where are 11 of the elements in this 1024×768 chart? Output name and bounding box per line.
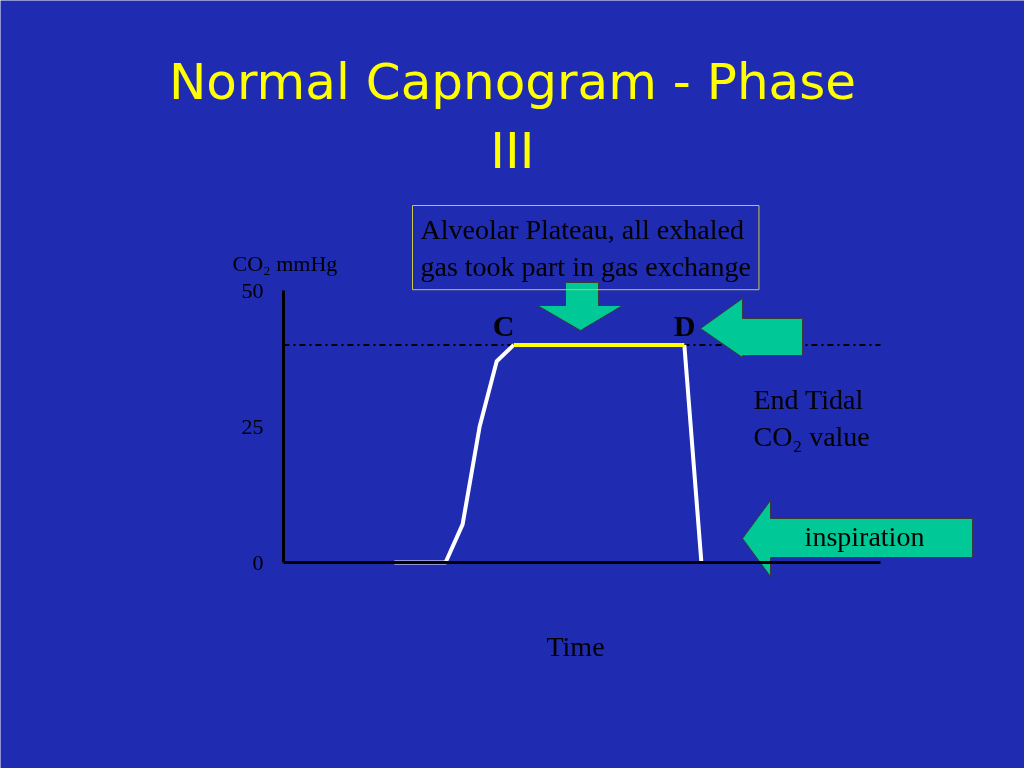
- annotation: C: [492, 308, 515, 342]
- chart-title: Normal Capnogram - Phase III: [168, 52, 857, 181]
- annotation: inspiration: [804, 521, 925, 552]
- annotation: D: [673, 308, 696, 342]
- y-tick-label: 50: [241, 277, 264, 303]
- text: Alveolar Plateau, all exhaled gas took part in gas exchange: [420, 213, 751, 282]
- x-axis-title: Time: [546, 630, 605, 662]
- y-axis-title: CO₂ mmHg: [232, 250, 338, 276]
- y-tick-label: 0: [252, 549, 264, 575]
- annotation: End Tidal CO₂ value: [753, 383, 870, 452]
- y-tick-label: 25: [241, 413, 264, 439]
